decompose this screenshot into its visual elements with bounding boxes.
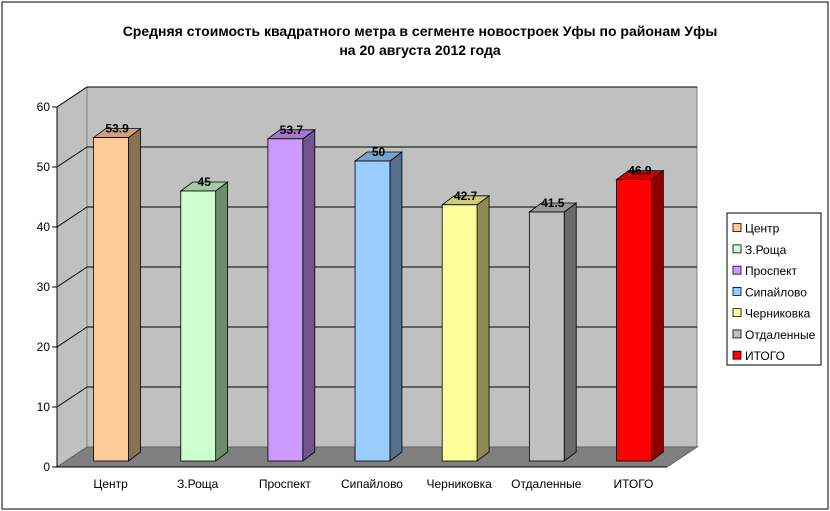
bar-side [389, 151, 403, 462]
y-tick-label: 50 [37, 160, 51, 174]
legend-swatch [732, 265, 742, 275]
y-tick-label: 30 [37, 280, 51, 294]
bar-side [650, 169, 664, 462]
gridline-side [56, 386, 88, 408]
y-tick-label: 40 [37, 220, 51, 234]
legend-label: Сипайлово [745, 285, 807, 299]
legend-swatch [732, 244, 742, 254]
x-tick-label: З.Роща [177, 477, 219, 491]
bar [179, 181, 229, 462]
x-tick-label: Сипайлово [341, 477, 403, 491]
legend-swatch [732, 308, 742, 318]
y-tick-label: 60 [37, 100, 51, 114]
legend-label: З.Роща [745, 243, 787, 257]
legend-label: Черниковка [745, 307, 811, 321]
bar-front [354, 160, 391, 462]
bar-side [476, 195, 490, 462]
x-tick-label: Проспект [259, 477, 312, 491]
legend-label: Отдаленные [745, 328, 816, 342]
x-tick-label: Отдаленные [511, 477, 582, 491]
chart-subtitle: на 20 августа 2012 года [339, 42, 501, 58]
gridline-side [56, 146, 88, 168]
data-label: 45 [198, 175, 212, 189]
bar [615, 169, 665, 462]
bar-side [128, 127, 141, 462]
bar-front [441, 204, 478, 462]
data-label: 42.7 [454, 189, 478, 203]
bar-front [528, 211, 565, 462]
bar-front [616, 179, 652, 462]
chart-title: Средняя стоимость квадратного метра в се… [123, 23, 718, 39]
legend-swatch [732, 287, 742, 296]
data-label: 50 [372, 145, 386, 159]
legend: Центр З.Роща Проспект Сипайлово Черниковка От… [726, 212, 822, 366]
legend-label: ИТОГО [745, 349, 785, 363]
bar [266, 129, 316, 462]
y-tick-label: 10 [37, 400, 51, 414]
y-tick-label: 20 [37, 340, 51, 354]
data-label: 41.5 [541, 196, 565, 210]
bar [528, 202, 578, 462]
bar-side [302, 129, 316, 462]
legend-box [726, 212, 822, 366]
legend-swatch [732, 223, 742, 233]
x-tick-label: ИТОГО [613, 477, 653, 491]
bar-side [563, 202, 577, 462]
bar-front [93, 137, 129, 462]
bar [353, 151, 404, 462]
y-tick-label: 0 [43, 460, 50, 474]
gridline-side [56, 86, 88, 108]
plot-area: 0 10 20 30 40 50 60 53.9 Центр 45 З.Роща 53.7 Проспе… [37, 86, 699, 491]
bar [92, 127, 142, 462]
bar-front [267, 138, 304, 462]
gridline-side [56, 326, 88, 348]
legend-swatch [732, 329, 742, 339]
gridline-side [56, 206, 88, 228]
bar [441, 195, 491, 462]
gridline-side [56, 266, 88, 288]
legend-label: Центр [745, 222, 780, 236]
data-label: 53.7 [280, 123, 304, 137]
data-label: 46.9 [628, 164, 652, 178]
legend-label: Проспект [745, 264, 798, 278]
data-label: 53.9 [105, 122, 129, 136]
x-tick-label: Черниковка [426, 477, 492, 491]
bar-side [215, 181, 229, 462]
bar-front [180, 190, 217, 462]
legend-swatch [732, 350, 742, 360]
x-tick-label: Центр [93, 477, 128, 491]
